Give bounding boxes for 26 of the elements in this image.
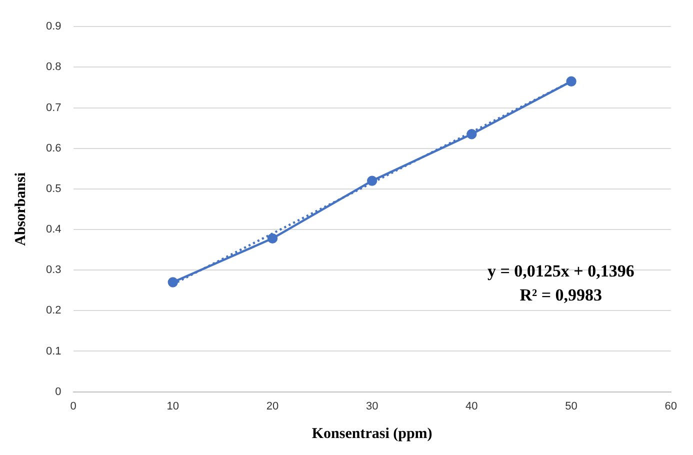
y-tick-label: 0 [55, 386, 62, 398]
x-tick-label: 0 [70, 400, 76, 412]
y-axis-title: Absorbansi [12, 172, 29, 246]
x-axis-title: Konsentrasi (ppm) [312, 426, 432, 442]
annotation: y = 0,0125x + 0,1396 [487, 262, 634, 281]
y-tick-label: 0.9 [46, 20, 62, 33]
x-tick-label: 30 [366, 400, 378, 412]
point [566, 76, 576, 86]
y-tick-label: 0.6 [46, 142, 62, 154]
x-tick-label: 50 [565, 400, 578, 412]
annotation: R² = 0,9983 [520, 286, 602, 305]
y-tick-label: 0.2 [46, 304, 62, 317]
point [366, 176, 378, 186]
y-tick-label: 0.3 [46, 264, 62, 276]
y-tick-label: 0.7 [46, 102, 62, 114]
point [168, 277, 178, 288]
x-tick-label: 10 [166, 400, 180, 412]
point [267, 233, 278, 244]
x-tick-label: 40 [466, 400, 478, 412]
y-tick-label: 0.4 [46, 224, 62, 236]
y-tick-label: 0.5 [46, 182, 62, 195]
x-tick-label: 20 [266, 400, 279, 412]
point [466, 129, 477, 140]
x-tick-label: 60 [664, 400, 678, 412]
y-tick-label: 0.1 [46, 345, 62, 358]
y-tick-label: 0.8 [46, 61, 62, 74]
